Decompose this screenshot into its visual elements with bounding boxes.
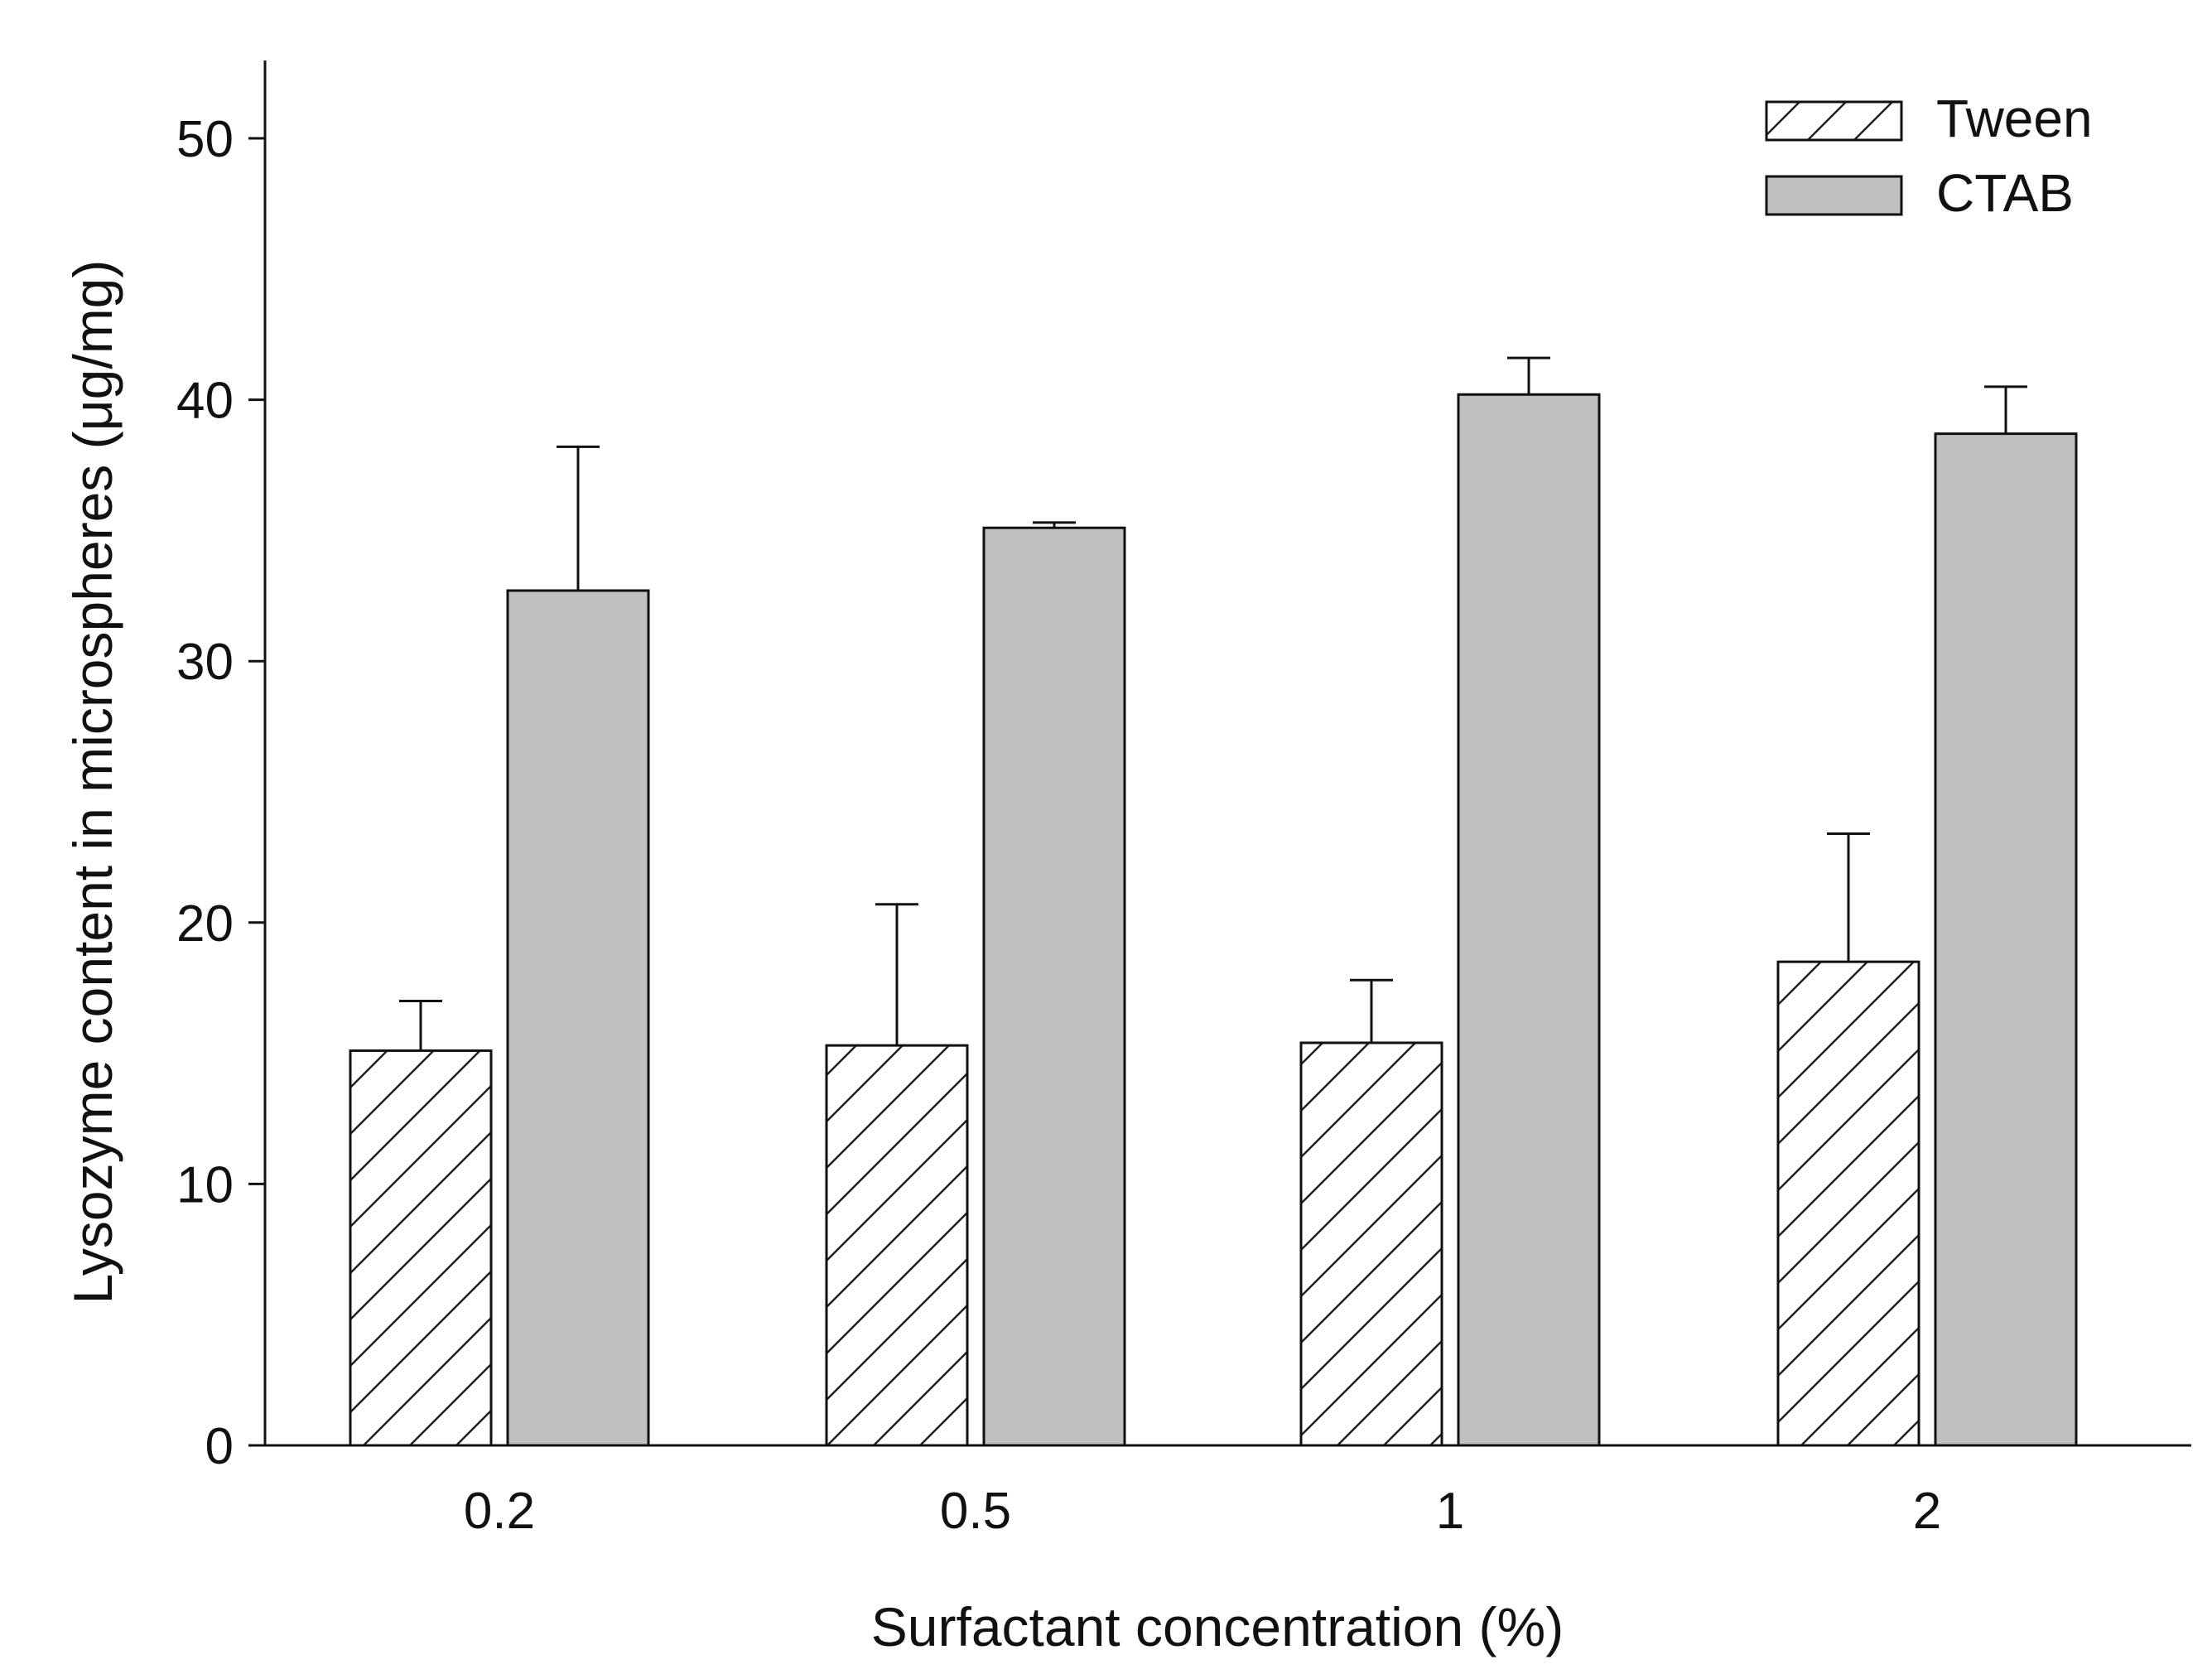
x-tick-label: 1	[1436, 1483, 1464, 1540]
legend-swatch-ctab	[1765, 175, 1903, 216]
bar-tween-2	[1776, 960, 1920, 1447]
x-tick-label: 0.5	[940, 1483, 1011, 1540]
y-tick-label: 10	[176, 1156, 234, 1213]
y-tick-label: 20	[176, 895, 234, 953]
x-tick-label: 0.2	[464, 1483, 535, 1540]
bar-ctab-0_2	[506, 589, 650, 1447]
y-tick-label: 50	[176, 111, 234, 168]
legend: Tween CTAB	[1765, 89, 2093, 223]
y-axis-title: Lysozyme content in microspheres (μg/mg)	[62, 260, 123, 1305]
error-bars-layer	[399, 356, 2027, 1051]
bar-ctab-0_5	[982, 526, 1126, 1447]
y-tick-label: 30	[176, 634, 234, 691]
y-tick-label: 40	[176, 373, 234, 430]
legend-swatch-tween	[1765, 100, 1903, 142]
legend-label-tween: Tween	[1936, 89, 2093, 148]
x-axis-title: Surfactant concentration (%)	[871, 1596, 1564, 1657]
bar-ctab-1	[1457, 393, 1601, 1447]
x-ticks: 0.2 0.5 1 2	[464, 1483, 1941, 1540]
legend-label-ctab: CTAB	[1936, 163, 2074, 223]
bars-layer	[349, 393, 2078, 1447]
bar-tween-0_2	[349, 1049, 493, 1447]
bar-tween-1	[1299, 1041, 1443, 1447]
y-ticks: 0 10 20 30 40 50	[176, 111, 265, 1475]
x-tick-label: 2	[1913, 1483, 1941, 1540]
bar-ctab-2	[1934, 432, 2078, 1447]
y-tick-label: 0	[205, 1418, 234, 1475]
bar-tween-0_5	[825, 1044, 969, 1447]
